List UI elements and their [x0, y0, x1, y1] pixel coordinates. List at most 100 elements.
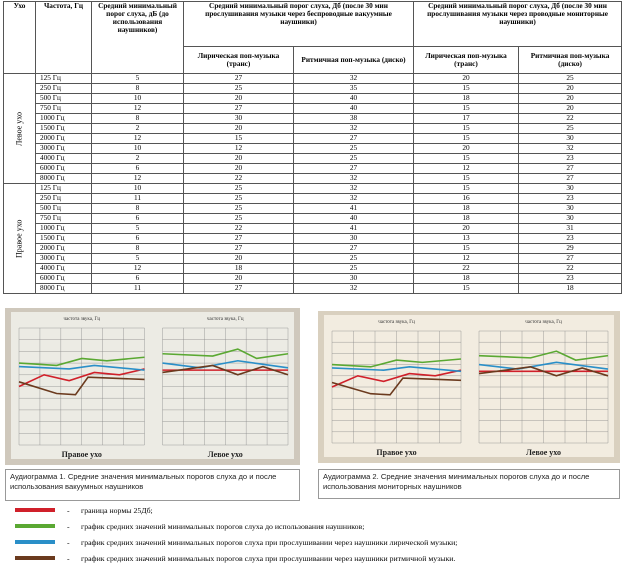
value-cell: 20	[183, 153, 294, 164]
frequency-cell: 1500 Гц	[35, 233, 92, 244]
frequency-cell: 125 Гц	[35, 183, 92, 194]
value-cell: 32	[292, 193, 415, 204]
value-cell: 41	[292, 223, 415, 234]
audiogram-line	[331, 366, 462, 373]
value-cell: 20	[183, 93, 294, 104]
legend-item: - граница нормы 25Дб;	[15, 505, 153, 515]
frequency-cell: 2000 Гц	[35, 133, 92, 144]
audiogram-line	[18, 376, 145, 396]
audiogram-photo: частота звука, Гц Правое ухо частота звука…	[5, 308, 300, 465]
value-cell: 10	[91, 183, 184, 194]
frequency-cell: 8000 Гц	[35, 173, 92, 184]
table-row: 500 Гц 8 25 41 18 30	[4, 203, 623, 214]
value-cell: 10	[91, 143, 184, 154]
axis-caption: частота звука, Гц	[63, 317, 100, 322]
results-table: Ухо Частота, Гц Средний минимальный поро…	[3, 1, 623, 294]
table-row: 4000 Гц 2 20 25 15 23	[4, 153, 623, 164]
header-cell: Ухо	[3, 1, 36, 74]
value-cell: 25	[292, 143, 415, 154]
value-cell: 32	[292, 123, 415, 134]
value-cell: 11	[91, 283, 184, 294]
value-cell: 18	[518, 283, 623, 294]
value-cell: 27	[518, 173, 623, 184]
frequency-cell: 6000 Гц	[35, 273, 92, 284]
audiogram-photo: частота звука, Гц Правое ухо частота звука…	[318, 311, 620, 463]
caption: Аудиограмма 2. Средние значения минималь…	[318, 469, 620, 499]
value-cell: 22	[518, 113, 623, 124]
audiogram-line	[162, 364, 289, 376]
axis-caption: частота звука, Гц	[207, 317, 244, 322]
legend-text: график средних значений минимальных поро…	[81, 537, 458, 547]
value-cell: 25	[518, 73, 623, 84]
legend-swatch	[15, 540, 55, 544]
legend-item: - график средних значений минимальных пор…	[15, 537, 457, 547]
table-row: 2000 Гц 8 27 27 15 29	[4, 243, 623, 254]
table-row: Левое ухо 125 Гц 5 27 32 20 25	[3, 73, 623, 184]
legend-dash: -	[67, 553, 70, 563]
value-cell: 12	[413, 163, 520, 174]
value-cell: 15	[413, 103, 520, 114]
table-row: 2000 Гц 12 15 27 15 30	[4, 133, 623, 144]
legend-swatch	[15, 556, 55, 560]
value-cell: 30	[292, 233, 415, 244]
value-cell: 30	[518, 203, 623, 214]
value-cell: 15	[413, 183, 520, 194]
ear-caption: Правое ухо	[62, 450, 102, 459]
value-cell: 31	[518, 223, 623, 234]
ear-cell: Правое ухо	[3, 183, 36, 294]
value-cell: 27	[183, 243, 294, 254]
value-cell: 8	[91, 243, 184, 254]
value-cell: 12	[183, 143, 294, 154]
value-cell: 20	[413, 143, 520, 154]
value-cell: 15	[413, 123, 520, 134]
value-cell: 20	[413, 223, 520, 234]
table-row: 250 Гц 11 25 32 16 23	[4, 193, 623, 204]
value-cell: 40	[292, 103, 415, 114]
table-row: 1500 Гц 6 27 30 13 23	[4, 233, 623, 244]
table-row: 1000 Гц 8 30 38 17 22	[4, 113, 623, 124]
value-cell: 15	[413, 173, 520, 184]
legend-item: - график средних значений минимальных пор…	[15, 521, 364, 531]
value-cell: 25	[518, 123, 623, 134]
value-cell: 29	[518, 243, 623, 254]
value-cell: 25	[292, 263, 415, 274]
value-cell: 6	[91, 213, 184, 224]
value-cell: 27	[183, 283, 294, 294]
value-cell: 20	[518, 83, 623, 94]
table-row: 4000 Гц 12 18 25 22 22	[4, 263, 623, 274]
value-cell: 27	[183, 233, 294, 244]
value-cell: 25	[183, 183, 294, 194]
value-cell: 40	[292, 93, 415, 104]
paper	[11, 312, 294, 459]
frequency-cell: 750 Гц	[35, 103, 92, 114]
value-cell: 27	[292, 163, 415, 174]
value-cell: 25	[292, 253, 415, 264]
frequency-cell: 4000 Гц	[35, 153, 92, 164]
value-cell: 25	[183, 203, 294, 214]
value-cell: 18	[413, 203, 520, 214]
value-cell: 30	[518, 183, 623, 194]
value-cell: 22	[183, 223, 294, 234]
value-cell: 41	[292, 203, 415, 214]
frequency-cell: 500 Гц	[35, 203, 92, 214]
table-row: 500 Гц 10 20 40 18 20	[4, 93, 623, 104]
value-cell: 23	[518, 153, 623, 164]
value-cell: 8	[91, 203, 184, 214]
value-cell: 25	[183, 83, 294, 94]
value-cell: 12	[91, 263, 184, 274]
table-row: 6000 Гц 6 20 30 18 23	[4, 273, 623, 284]
frequency-cell: 500 Гц	[35, 93, 92, 104]
value-cell: 25	[183, 213, 294, 224]
table-row: 3000 Гц 10 12 25 20 32	[4, 143, 623, 154]
value-cell: 18	[183, 263, 294, 274]
frequency-cell: 3000 Гц	[35, 253, 92, 264]
value-cell: 27	[183, 73, 294, 84]
value-cell: 27	[518, 253, 623, 264]
audiogram-line	[331, 369, 462, 388]
subheader-cell: Лирическая поп-музыка (транс)	[413, 46, 520, 74]
paper	[324, 315, 614, 457]
value-cell: 22	[518, 263, 623, 274]
value-cell: 25	[292, 153, 415, 164]
legend-text: график средних значений минимальных поро…	[81, 521, 365, 531]
